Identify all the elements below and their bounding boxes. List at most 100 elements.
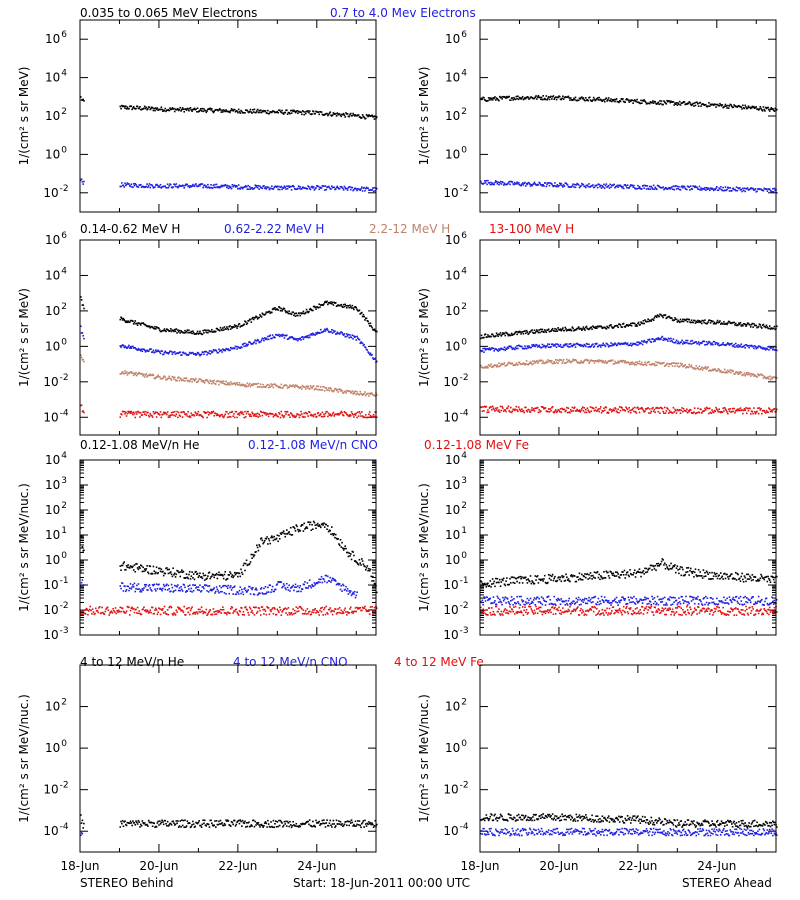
data-point xyxy=(351,304,354,307)
data-point xyxy=(281,188,283,191)
data-point xyxy=(567,95,570,98)
data-point xyxy=(297,339,299,342)
data-point xyxy=(675,412,678,414)
data-point xyxy=(494,181,496,184)
data-point xyxy=(482,406,484,408)
data-point xyxy=(255,111,257,114)
data-point xyxy=(285,311,287,314)
data-point xyxy=(766,377,769,380)
data-point xyxy=(728,370,731,373)
data-point xyxy=(710,319,713,322)
data-point xyxy=(592,325,594,327)
data-point xyxy=(219,186,222,188)
data-point xyxy=(352,393,354,395)
data-point xyxy=(755,324,758,327)
legend-protons-1: 0.62-2.22 MeV H xyxy=(224,222,324,236)
data-point xyxy=(167,186,170,189)
data-point xyxy=(156,376,159,378)
data-point xyxy=(124,346,127,348)
data-point xyxy=(497,365,499,368)
data-point xyxy=(263,412,266,415)
data-point xyxy=(678,320,680,323)
data-point xyxy=(128,589,130,592)
data-point xyxy=(743,107,746,110)
data-point xyxy=(513,409,516,412)
data-point xyxy=(701,322,703,325)
data-point xyxy=(323,328,326,331)
data-point xyxy=(125,588,128,591)
data-point xyxy=(742,412,744,415)
data-point xyxy=(671,188,674,191)
data-point xyxy=(532,362,535,365)
data-point xyxy=(699,189,702,191)
data-point xyxy=(222,416,225,419)
data-point xyxy=(139,416,141,418)
data-point xyxy=(194,379,197,381)
footer-right: STEREO Ahead xyxy=(682,876,772,890)
data-point xyxy=(599,184,602,187)
data-point xyxy=(224,570,227,573)
data-point xyxy=(541,185,544,187)
data-point xyxy=(525,329,528,332)
data-point xyxy=(574,96,577,99)
data-point xyxy=(511,181,514,183)
data-point xyxy=(560,359,563,361)
data-point xyxy=(218,383,220,386)
data-point xyxy=(569,343,572,345)
data-point xyxy=(286,334,288,337)
data-point xyxy=(246,322,249,325)
ytick-label: 102 xyxy=(445,107,467,123)
data-point xyxy=(313,189,316,191)
data-point xyxy=(376,416,378,419)
data-point xyxy=(82,98,84,101)
data-point xyxy=(256,184,258,187)
data-point xyxy=(297,386,300,388)
data-point xyxy=(334,188,337,190)
data-point xyxy=(211,351,213,354)
data-point xyxy=(634,410,637,413)
data-point xyxy=(374,357,377,360)
data-point xyxy=(731,407,734,410)
data-point xyxy=(368,325,371,327)
data-point xyxy=(180,378,182,380)
data-point xyxy=(354,335,357,338)
data-point xyxy=(337,187,339,189)
data-point xyxy=(640,321,642,323)
data-point xyxy=(125,415,128,417)
data-point xyxy=(577,327,579,330)
data-point xyxy=(642,319,645,322)
data-point xyxy=(572,327,574,330)
data-point xyxy=(363,116,365,119)
data-point xyxy=(312,415,315,418)
data-point xyxy=(202,329,204,332)
data-point xyxy=(342,334,345,336)
data-point xyxy=(483,180,486,182)
data-point xyxy=(261,312,264,315)
data-point xyxy=(127,585,129,588)
data-point xyxy=(694,368,697,370)
data-point xyxy=(494,99,497,101)
data-point xyxy=(80,570,82,573)
data-point xyxy=(599,98,602,101)
data-point xyxy=(490,363,492,366)
data-point xyxy=(223,184,226,187)
data-point xyxy=(206,110,208,112)
data-point xyxy=(306,110,309,113)
data-point xyxy=(530,362,533,364)
data-point xyxy=(327,530,330,533)
data-point xyxy=(222,329,225,331)
data-point xyxy=(488,347,491,349)
data-point xyxy=(152,374,155,377)
data-point xyxy=(368,567,370,570)
data-point xyxy=(712,189,715,192)
data-point xyxy=(314,112,317,115)
data-point xyxy=(129,345,132,348)
data-point xyxy=(321,411,324,414)
data-point xyxy=(363,343,365,346)
data-point xyxy=(722,323,724,325)
data-point xyxy=(280,410,283,413)
data-point xyxy=(592,99,594,101)
data-point xyxy=(550,345,552,348)
data-point xyxy=(156,107,159,109)
data-point xyxy=(328,389,331,392)
